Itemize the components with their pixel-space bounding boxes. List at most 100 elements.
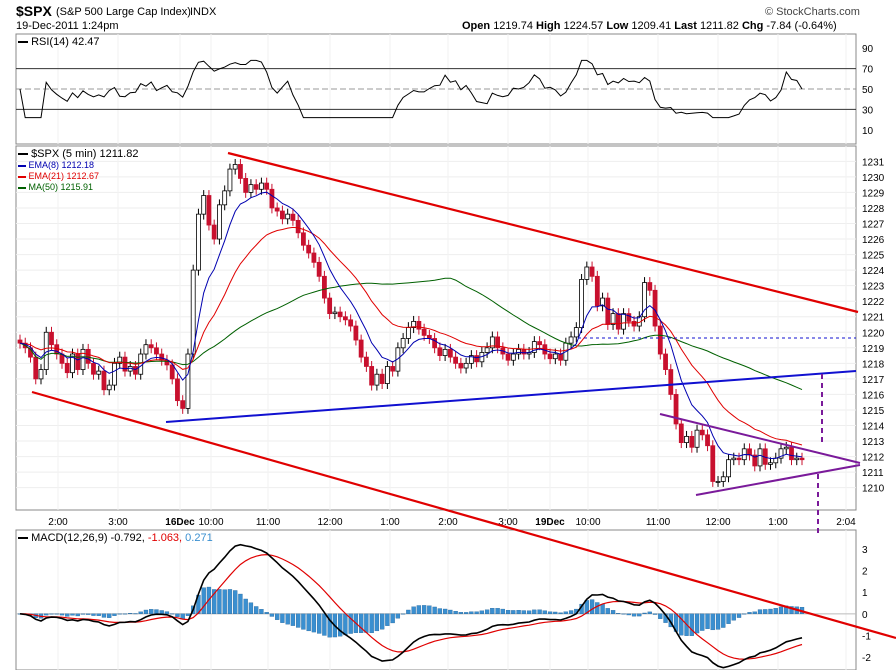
macd-histogram-bar — [421, 605, 427, 614]
candle-body — [91, 362, 96, 375]
candle-body — [731, 457, 737, 461]
macd-histogram-bar — [185, 613, 191, 616]
macd-histogram-bar — [773, 608, 778, 614]
macd-histogram-bar — [75, 613, 80, 617]
ema8-swatch — [18, 164, 26, 167]
macd-histogram-bar — [154, 609, 159, 614]
macd-histogram-bar — [395, 613, 401, 619]
macd-histogram-bar — [343, 613, 348, 636]
macd-histogram-bar — [637, 613, 642, 617]
candle-body — [369, 366, 375, 386]
macd-histogram-bar — [731, 613, 736, 621]
macd-histogram-bar — [290, 613, 296, 626]
x-tick-label: 11:00 — [256, 517, 281, 528]
ma50-swatch — [18, 186, 26, 189]
macd-histogram-bar — [306, 613, 311, 632]
candle-body — [96, 370, 102, 375]
x-tick-label: 1:00 — [768, 517, 788, 528]
candle-body — [159, 353, 165, 361]
candle-body — [547, 353, 553, 360]
candle-body — [264, 182, 270, 190]
macd-histogram-bar — [269, 613, 275, 617]
macd-histogram-bar — [448, 609, 453, 614]
candle-body — [720, 476, 726, 482]
x-tick-label: 10:00 — [198, 517, 223, 528]
chg-label: Chg — [741, 20, 764, 32]
macd-histogram-bar — [458, 612, 464, 614]
candle-body — [552, 353, 558, 360]
candle-body — [699, 429, 705, 436]
macd-histogram-bar — [742, 613, 747, 615]
candle-body — [621, 313, 626, 330]
candle-body — [169, 364, 175, 380]
candle-body — [196, 213, 201, 271]
candle-body — [322, 275, 327, 299]
macd-hist-value: 0.271 — [185, 532, 213, 544]
candle-body — [190, 269, 196, 355]
macd-histogram-bar — [254, 606, 259, 614]
candle-body — [626, 313, 632, 322]
macd-histogram-bar — [301, 613, 306, 630]
candle-body — [489, 336, 495, 349]
macd-histogram-bar — [694, 613, 700, 634]
candle-body — [705, 434, 710, 447]
macd-histogram-bar — [689, 613, 694, 636]
macd-histogram-bar — [175, 613, 180, 617]
macd-signal-value: -1.063, — [147, 532, 183, 544]
price-legend-text: $SPX (5 min) 1211.82 — [31, 148, 139, 160]
candle-body — [285, 213, 291, 220]
candle-body — [17, 339, 23, 344]
candle-body — [710, 445, 716, 482]
ema8-line — [19, 191, 803, 460]
macd-histogram-bar — [505, 610, 511, 614]
candle-body — [663, 353, 668, 370]
macd-histogram-bar — [238, 593, 243, 614]
rsi-tick-label: 10 — [862, 126, 874, 137]
candle-body — [384, 366, 390, 384]
candle-body — [311, 252, 317, 263]
macd-histogram-bar — [149, 609, 154, 614]
candle-body — [799, 457, 805, 461]
macd-histogram-bar — [484, 609, 490, 614]
candle-body — [75, 353, 81, 370]
macd-histogram-bar — [70, 613, 75, 616]
macd-histogram-bar — [337, 613, 343, 637]
macd-histogram-bar — [411, 606, 416, 614]
candle-body — [337, 311, 343, 318]
candle-body — [106, 384, 112, 391]
macd-histogram-bar — [54, 613, 59, 615]
candle-body — [259, 182, 264, 190]
symbol: $SPX — [16, 3, 52, 19]
candle-body — [484, 347, 490, 353]
macd-histogram-bar — [463, 612, 469, 614]
ema8-legend: EMA(8) 1212.18 — [18, 160, 94, 170]
lower-channel-line — [31, 390, 896, 640]
macd-value: -0.792, — [110, 532, 145, 544]
price-tick-label: 1230 — [862, 173, 885, 184]
price-legend: $SPX (5 min) 1211.82 — [18, 148, 138, 160]
candle-body — [70, 353, 75, 374]
macd-histogram-bar — [222, 589, 227, 614]
low-value: 1209.41 — [631, 20, 672, 32]
candle-body — [778, 448, 784, 459]
candle-body — [306, 244, 312, 254]
price-tick-label: 1214 — [862, 422, 885, 433]
macd-histogram-bar — [479, 610, 485, 614]
support-trendline — [165, 370, 857, 423]
candle-body — [248, 184, 254, 193]
candle-body — [358, 339, 364, 358]
candle-body — [301, 232, 306, 246]
candle-body — [647, 282, 653, 291]
macd-histogram-bar — [516, 610, 521, 614]
candle-body — [253, 184, 259, 190]
candle-body — [416, 320, 422, 330]
rsi-legend-text: RSI(14) 42.47 — [31, 36, 100, 48]
candle-body — [222, 190, 228, 206]
macd-histogram-bar — [327, 613, 332, 638]
candle-body — [64, 362, 70, 374]
macd-panel-frame — [15, 529, 857, 670]
chg-value: -7.84 (-0.64%) — [766, 20, 837, 32]
macd-histogram-bar — [469, 611, 474, 614]
x-tick-label: 2:00 — [48, 517, 68, 528]
candle-body — [405, 327, 411, 339]
